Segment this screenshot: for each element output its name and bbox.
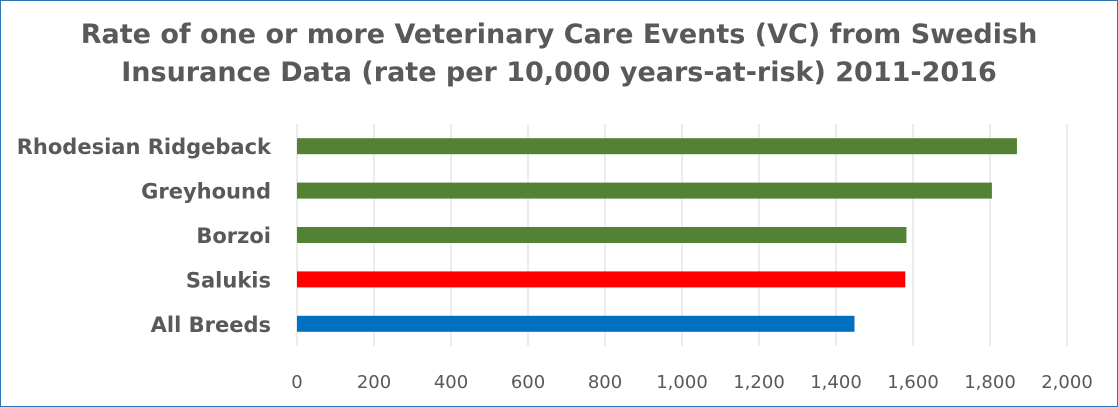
x-tick-label: 2,000 <box>1041 372 1093 393</box>
bar <box>297 138 1017 155</box>
category-label: Rhodesian Ridgeback <box>17 135 272 159</box>
x-tick-label: 600 <box>511 372 545 393</box>
x-tick-label: 0 <box>291 372 302 393</box>
category-label: Borzoi <box>196 224 271 248</box>
x-tick-label: 1,000 <box>656 372 708 393</box>
x-tick-label: 1,400 <box>810 372 862 393</box>
chart-title-line-1: Rate of one or more Veterinary Care Even… <box>80 19 1038 50</box>
x-tick-label: 1,800 <box>964 372 1016 393</box>
x-tick-label: 200 <box>357 372 391 393</box>
chart-title-line-2: Insurance Data (rate per 10,000 years-at… <box>121 57 997 88</box>
bar <box>297 315 855 332</box>
x-tick-label: 800 <box>588 372 622 393</box>
x-tick-label: 1,600 <box>887 372 939 393</box>
category-label: Salukis <box>186 268 271 292</box>
category-label: Greyhound <box>141 180 271 204</box>
bar <box>297 227 907 243</box>
category-label: All Breeds <box>151 313 271 337</box>
x-tick-label: 1,200 <box>733 372 785 393</box>
bar <box>297 182 992 199</box>
bar <box>297 271 906 288</box>
chart-title: Rate of one or more Veterinary Care Even… <box>0 16 1118 92</box>
x-tick-label: 400 <box>434 372 468 393</box>
